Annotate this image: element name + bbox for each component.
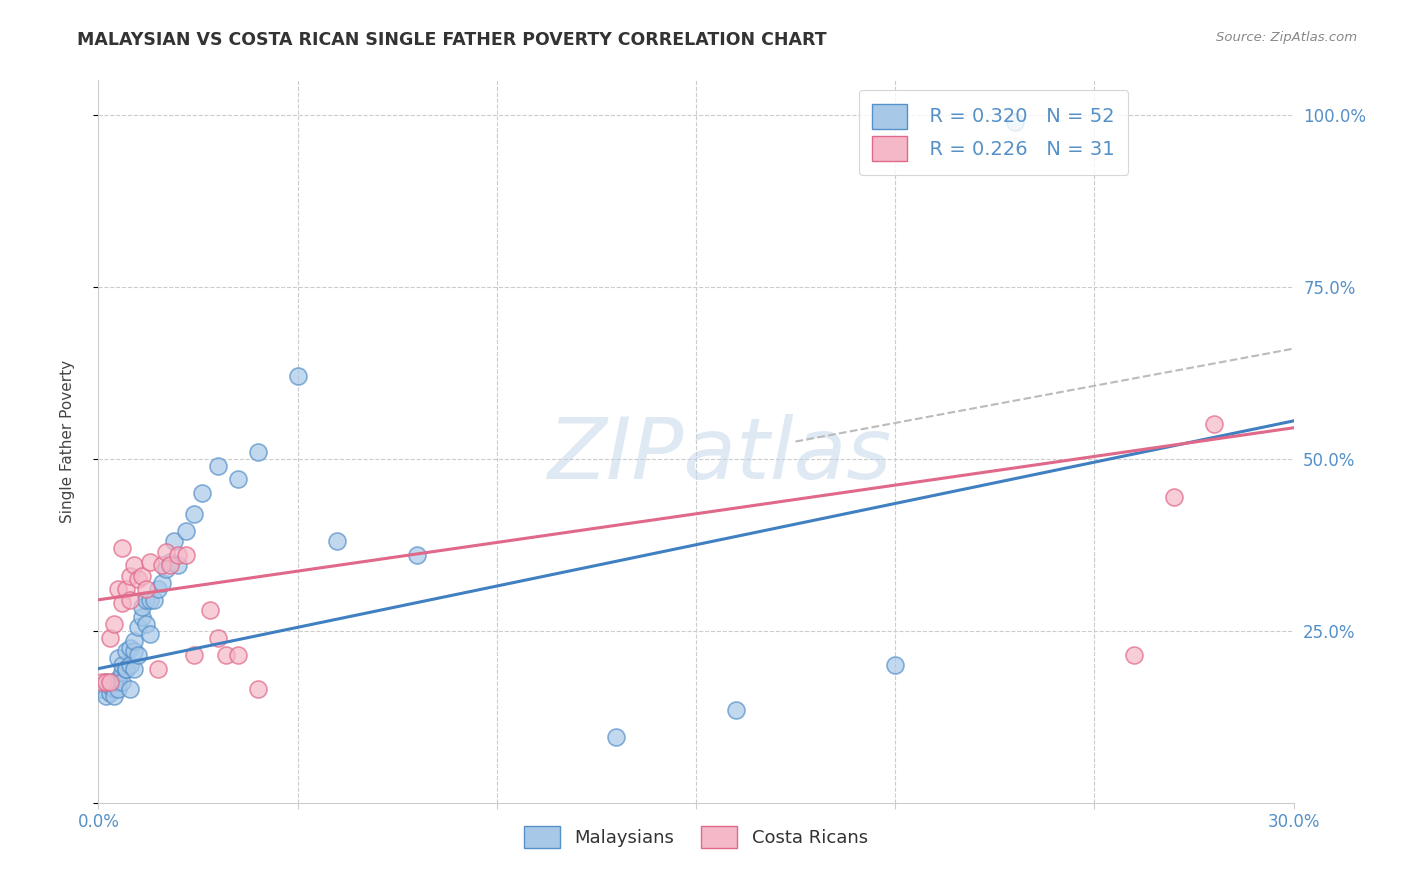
Point [246, 682, 269, 697]
Point [183, 648, 205, 662]
Point [127, 648, 149, 662]
Point [148, 582, 170, 597]
Point [107, 682, 129, 697]
Point [135, 616, 157, 631]
Point [111, 665, 134, 679]
Point [148, 662, 170, 676]
Point [120, 658, 142, 673]
Point [127, 620, 149, 634]
Point [120, 592, 142, 607]
Point [1202, 417, 1225, 432]
Point [91, 682, 114, 697]
Point [107, 672, 129, 686]
Point [115, 662, 138, 676]
Point [131, 599, 153, 614]
Point [207, 631, 229, 645]
Point [115, 644, 138, 658]
Point [139, 592, 162, 607]
Point [120, 640, 142, 655]
Point [115, 582, 138, 597]
Point [135, 592, 157, 607]
Point [139, 555, 162, 569]
Point [1123, 648, 1146, 662]
Point [124, 558, 146, 573]
Point [884, 658, 907, 673]
Point [96, 675, 118, 690]
Point [406, 548, 429, 562]
Point [1163, 490, 1185, 504]
Point [167, 558, 190, 573]
Point [135, 582, 157, 597]
Point [91, 675, 114, 690]
Point [287, 369, 309, 384]
Point [183, 507, 205, 521]
Point [1004, 114, 1026, 128]
Point [98, 675, 122, 690]
Point [107, 651, 129, 665]
Point [155, 544, 177, 558]
Point [159, 555, 181, 569]
Point [98, 686, 122, 700]
Point [163, 534, 186, 549]
Text: ZIPatlas: ZIPatlas [548, 415, 891, 498]
Point [326, 534, 349, 549]
Point [167, 548, 190, 562]
Point [174, 524, 197, 538]
Point [226, 472, 249, 486]
Point [191, 486, 214, 500]
Point [96, 689, 118, 703]
Point [111, 658, 134, 673]
Point [120, 568, 142, 582]
Point [155, 562, 177, 576]
Point [215, 648, 238, 662]
Point [120, 682, 142, 697]
Point [131, 610, 153, 624]
Point [124, 634, 146, 648]
Point [103, 682, 125, 697]
Point [107, 582, 129, 597]
Point [207, 458, 229, 473]
Point [143, 592, 166, 607]
Point [107, 675, 129, 690]
Point [159, 558, 181, 573]
Point [115, 662, 138, 676]
Legend: Malaysians, Costa Ricans: Malaysians, Costa Ricans [516, 819, 876, 855]
Point [174, 548, 197, 562]
Point [605, 731, 627, 745]
Y-axis label: Single Father Poverty: Single Father Poverty [60, 360, 75, 523]
Point [198, 603, 221, 617]
Point [98, 631, 122, 645]
Point [124, 662, 146, 676]
Point [98, 679, 122, 693]
Text: Source: ZipAtlas.com: Source: ZipAtlas.com [1216, 31, 1357, 45]
Point [150, 558, 173, 573]
Point [150, 575, 173, 590]
Point [111, 675, 134, 690]
Text: MALAYSIAN VS COSTA RICAN SINGLE FATHER POVERTY CORRELATION CHART: MALAYSIAN VS COSTA RICAN SINGLE FATHER P… [77, 31, 827, 49]
Point [103, 616, 125, 631]
Point [127, 572, 149, 586]
Point [124, 644, 146, 658]
Point [111, 541, 134, 556]
Point [103, 689, 125, 703]
Point [96, 675, 118, 690]
Point [139, 627, 162, 641]
Point [131, 568, 153, 582]
Point [111, 596, 134, 610]
Point [246, 445, 269, 459]
Point [103, 675, 125, 690]
Point [724, 703, 747, 717]
Point [226, 648, 249, 662]
